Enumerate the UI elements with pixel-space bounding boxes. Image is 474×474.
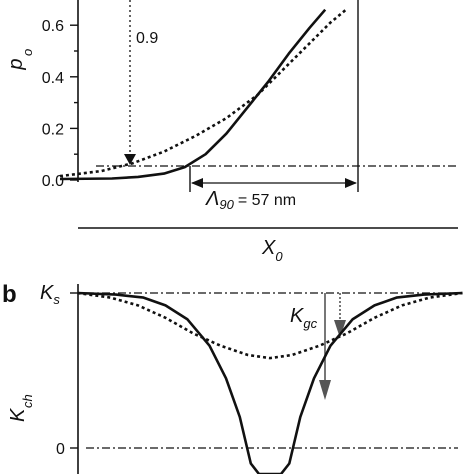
panel-b-ylabel: K ch [7, 394, 35, 422]
panel-b-ylabel-main: K [7, 407, 29, 422]
kgc-solid-arrowhead [319, 380, 331, 400]
panel-a-series-dotted [59, 8, 347, 178]
panel-a-xlabel-main: X [261, 237, 276, 259]
panel-a-xlabel-sub: 0 [275, 249, 283, 264]
panel-b-series-dotted [77, 291, 463, 360]
panel-b-letter: b [2, 281, 17, 308]
panel-b-tick-label-zero: 0 [56, 441, 65, 458]
panel-a-tick-label-2: 0.4 [42, 70, 64, 87]
lambda-value: = 57 nm [238, 192, 296, 209]
panel-a-tick-label-1: 0.2 [42, 121, 64, 138]
lambda-symbol: Λ [205, 188, 219, 210]
kgc-sub: gc [303, 316, 317, 331]
panel-a-xlabel: X0 [261, 237, 283, 264]
lambda-sub: 90 [219, 197, 234, 212]
panel-a: 0.0 0.2 0.4 0.6 p o 0.9 Λ90 = 57 nm X0 [5, 0, 458, 264]
panel-a-ylabel-sub: o [20, 49, 35, 56]
panel-b-series [77, 291, 463, 474]
tick-ks-main: K [40, 282, 55, 304]
kgc-label: Kgc [290, 305, 318, 331]
panel-a-series [59, 8, 347, 181]
tick-ks-sub: s [53, 292, 60, 307]
panel-b: b Ks 0 K ch Kgc [2, 281, 463, 474]
panel-b-ylabel-sub: ch [20, 394, 35, 408]
panel-a-series-solid [59, 8, 327, 181]
panel-a-lambda-arrowhead-right [345, 178, 357, 188]
kgc-dotted-arrowhead [334, 320, 346, 338]
panel-a-tick-label-3: 0.6 [42, 18, 64, 35]
panel-a-arrowhead-down [124, 154, 136, 165]
panel-a-tick-label-0: 0.0 [42, 173, 64, 190]
kgc-main: K [290, 305, 305, 327]
panel-b-series-solid [77, 291, 463, 474]
panel-a-ylabel-main: p [5, 58, 27, 70]
panel-a-lambda-label: Λ90 = 57 nm [205, 188, 296, 212]
panel-b-tick-label-ks: Ks [40, 282, 60, 307]
panel-a-lambda-arrowhead-left [191, 178, 203, 188]
panel-a-ylabel: p o [5, 49, 35, 71]
panel-a-y-ticks: 0.0 0.2 0.4 0.6 [42, 18, 78, 190]
panel-a-threshold-label: 0.9 [136, 30, 158, 47]
